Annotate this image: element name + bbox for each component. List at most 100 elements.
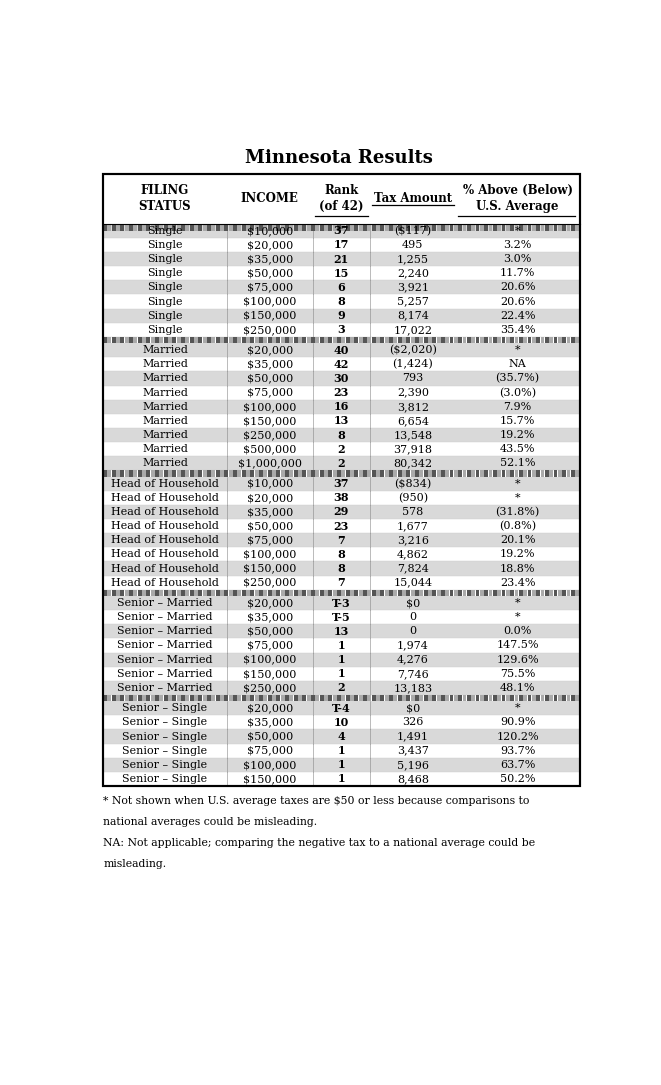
Text: $150,000: $150,000 (243, 310, 297, 321)
Bar (263, 471, 267, 476)
Bar (185, 224, 189, 231)
Bar (524, 694, 527, 701)
Text: (950): (950) (398, 493, 428, 503)
Bar (389, 471, 393, 476)
Bar (103, 413, 580, 427)
Bar (471, 224, 475, 231)
Bar (410, 694, 414, 701)
Bar (103, 385, 580, 399)
Bar (563, 336, 566, 343)
Bar (215, 694, 219, 701)
Text: Senior – Married: Senior – Married (117, 640, 213, 651)
Bar (263, 336, 267, 343)
Bar (510, 224, 514, 231)
Bar (181, 694, 185, 701)
Text: 29: 29 (334, 507, 349, 518)
Bar (203, 590, 207, 596)
Bar (363, 224, 367, 231)
Bar (566, 471, 570, 476)
Bar (350, 694, 354, 701)
Text: $75,000: $75,000 (247, 745, 293, 755)
Text: Senior – Single: Senior – Single (122, 745, 208, 755)
Text: $20,000: $20,000 (247, 703, 293, 713)
Bar (575, 336, 579, 343)
Bar (242, 590, 246, 596)
Text: *: * (515, 598, 520, 608)
Bar (315, 336, 319, 343)
Text: $250,000: $250,000 (243, 430, 297, 441)
Bar (480, 336, 484, 343)
Bar (527, 336, 531, 343)
Text: Senior – Married: Senior – Married (117, 654, 213, 665)
Text: T-4: T-4 (332, 703, 351, 714)
Bar (441, 224, 445, 231)
Bar (402, 336, 406, 343)
Bar (419, 224, 423, 231)
Bar (467, 590, 471, 596)
Bar (307, 694, 311, 701)
Bar (463, 590, 467, 596)
Text: $35,000: $35,000 (247, 254, 293, 264)
Bar (215, 224, 219, 231)
Bar (549, 471, 553, 476)
Text: Single: Single (147, 310, 183, 321)
Bar (329, 224, 332, 231)
Bar (566, 694, 570, 701)
Bar (545, 694, 549, 701)
Text: $150,000: $150,000 (243, 416, 297, 426)
Bar (215, 590, 219, 596)
Bar (103, 336, 107, 343)
Text: $50,000: $50,000 (247, 521, 293, 531)
Bar (251, 224, 254, 231)
Bar (159, 336, 163, 343)
Bar (467, 694, 471, 701)
Bar (298, 224, 302, 231)
Bar (371, 224, 375, 231)
Bar (359, 336, 362, 343)
Bar (147, 694, 150, 701)
Bar (437, 336, 440, 343)
Bar (402, 694, 406, 701)
Bar (563, 471, 566, 476)
Bar (475, 224, 479, 231)
Text: Single: Single (147, 282, 183, 292)
Bar (471, 336, 475, 343)
Bar (290, 336, 293, 343)
Text: Senior – Single: Senior – Single (122, 774, 208, 784)
Bar (203, 224, 207, 231)
Text: 2: 2 (338, 682, 345, 693)
Text: 11.7%: 11.7% (500, 268, 535, 278)
Bar (103, 174, 580, 786)
Text: $20,000: $20,000 (247, 493, 293, 502)
Bar (103, 442, 580, 456)
Bar (463, 471, 467, 476)
Bar (575, 590, 579, 596)
Text: 37,918: 37,918 (393, 444, 432, 455)
Text: $100,000: $100,000 (243, 296, 297, 307)
Text: Single: Single (147, 254, 183, 264)
Bar (380, 590, 384, 596)
Bar (285, 336, 289, 343)
Bar (571, 694, 575, 701)
Bar (120, 224, 124, 231)
Bar (290, 694, 293, 701)
Text: 52.1%: 52.1% (500, 458, 535, 469)
Text: Head of Household: Head of Household (111, 507, 219, 516)
Text: 1: 1 (338, 774, 345, 784)
Text: 48.1%: 48.1% (500, 682, 535, 693)
Text: 21: 21 (334, 254, 349, 265)
Bar (510, 590, 514, 596)
Text: 37: 37 (334, 478, 349, 489)
Bar (558, 590, 562, 596)
Bar (233, 590, 237, 596)
Bar (424, 224, 428, 231)
Bar (371, 471, 375, 476)
Text: 1,974: 1,974 (397, 640, 429, 651)
Text: * Not shown when U.S. average taxes are $50 or less because comparisons to: * Not shown when U.S. average taxes are … (103, 796, 529, 806)
Bar (263, 590, 267, 596)
Bar (514, 694, 518, 701)
Bar (337, 471, 341, 476)
Bar (575, 694, 579, 701)
Bar (332, 336, 336, 343)
Bar (125, 336, 129, 343)
